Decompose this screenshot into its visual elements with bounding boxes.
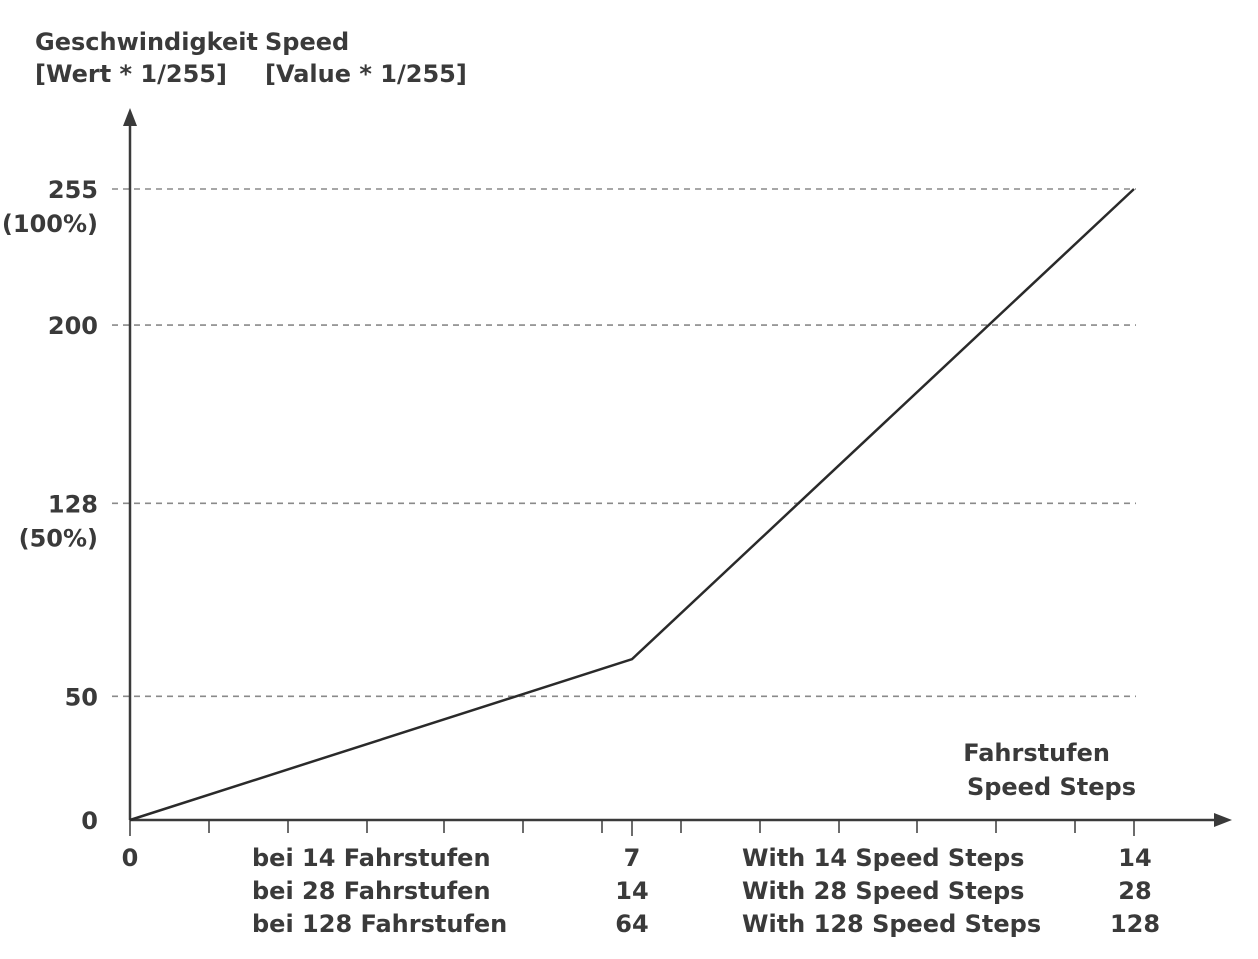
x-note-en-28: With 28 Speed Steps <box>742 877 1024 905</box>
x-end-value-128: 128 <box>1110 910 1160 938</box>
x-mid-value-128: 64 <box>615 910 648 938</box>
y-tick-sublabel: (100%) <box>2 210 98 238</box>
x-note-en-14: With 14 Speed Steps <box>742 844 1024 872</box>
y-axis-title-de-line2: [Wert * 1/255] <box>35 60 227 88</box>
x-note-de-128: bei 128 Fahrstufen <box>252 910 507 938</box>
x-note-de-14: bei 14 Fahrstufen <box>252 844 491 872</box>
x-mid-value-14: 7 <box>624 844 641 872</box>
y-axis-title-en-line1: Speed <box>265 28 349 56</box>
y-axis-arrow <box>123 108 137 126</box>
x-axis-title-en: Speed Steps <box>967 773 1136 801</box>
x-mid-value-28: 14 <box>615 877 648 905</box>
y-tick-sublabel: (50%) <box>19 524 98 552</box>
x-note-en-128: With 128 Speed Steps <box>742 910 1041 938</box>
y-axis-title-en-line2: [Value * 1/255] <box>265 60 467 88</box>
x-axis-title-de: Fahrstufen <box>963 739 1110 767</box>
y-tick-label: 0 <box>81 807 98 835</box>
series-layer <box>129 188 1135 822</box>
y-tick-labels: 0 50 128 (50%) 200 255 (100%) <box>2 176 98 835</box>
y-tick-label: 50 <box>65 683 98 711</box>
y-axis-title-de-line1: Geschwindigkeit <box>35 28 258 56</box>
x-note-de-28: bei 28 Fahrstufen <box>252 877 491 905</box>
grid-lines <box>112 188 1136 698</box>
x-axis-arrow <box>1214 813 1232 827</box>
x-end-value-14: 14 <box>1118 844 1151 872</box>
y-tick-label: 128 <box>48 490 98 518</box>
x-axis-ticks <box>129 820 1135 836</box>
y-tick-label: 255 <box>48 176 98 204</box>
x-end-value-28: 28 <box>1118 877 1151 905</box>
x-tick-label-0: 0 <box>122 844 139 872</box>
series-line-0 <box>129 188 1135 822</box>
y-tick-label: 200 <box>48 312 98 340</box>
